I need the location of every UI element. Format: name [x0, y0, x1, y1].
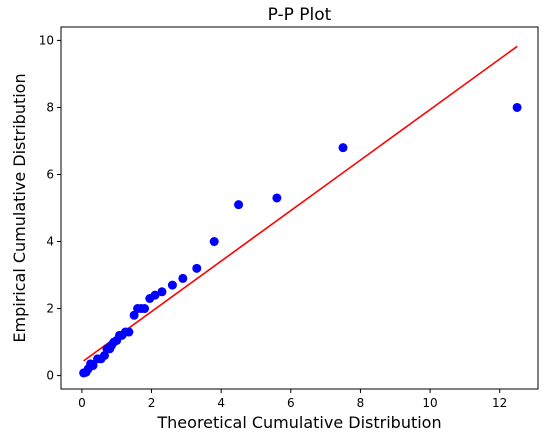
- y-tick-label: 8: [46, 100, 54, 114]
- data-point: [209, 237, 219, 247]
- chart-title: P-P Plot: [268, 5, 332, 25]
- data-point: [157, 287, 167, 297]
- data-point: [167, 280, 177, 290]
- reference-line: [83, 45, 518, 362]
- x-tick-label: 4: [217, 396, 225, 410]
- x-axis-ticks: 0 2 4 6 8 10 12: [78, 389, 507, 410]
- data-point: [178, 273, 188, 283]
- data-point: [140, 304, 150, 314]
- y-tick-label: 0: [46, 369, 54, 383]
- y-tick-label: 10: [39, 33, 54, 47]
- data-point: [124, 327, 134, 337]
- data-point: [88, 361, 98, 371]
- y-axis-ticks: 0 2 4 6 8 10: [39, 33, 61, 383]
- data-point: [129, 310, 139, 320]
- x-tick-label: 6: [287, 396, 295, 410]
- reference-line-layer: [83, 45, 518, 362]
- y-tick-label: 4: [46, 235, 54, 249]
- data-point: [192, 263, 202, 273]
- plot-frame: [60, 26, 539, 390]
- data-point: [512, 102, 522, 112]
- x-tick-label: 8: [357, 396, 365, 410]
- y-tick-label: 2: [46, 302, 54, 316]
- y-axis-title: Empirical Cumulative Distribution: [10, 73, 29, 342]
- y-tick-label: 6: [46, 167, 54, 181]
- x-tick-label: 0: [78, 396, 86, 410]
- x-tick-label: 12: [492, 396, 507, 410]
- data-point: [150, 290, 160, 300]
- x-tick-label: 2: [148, 396, 156, 410]
- x-axis-title: Theoretical Cumulative Distribution: [156, 413, 441, 432]
- data-point: [338, 143, 348, 153]
- data-points-layer: [79, 102, 522, 378]
- data-point: [234, 200, 244, 210]
- x-tick-label: 10: [422, 396, 437, 410]
- data-point: [272, 193, 282, 203]
